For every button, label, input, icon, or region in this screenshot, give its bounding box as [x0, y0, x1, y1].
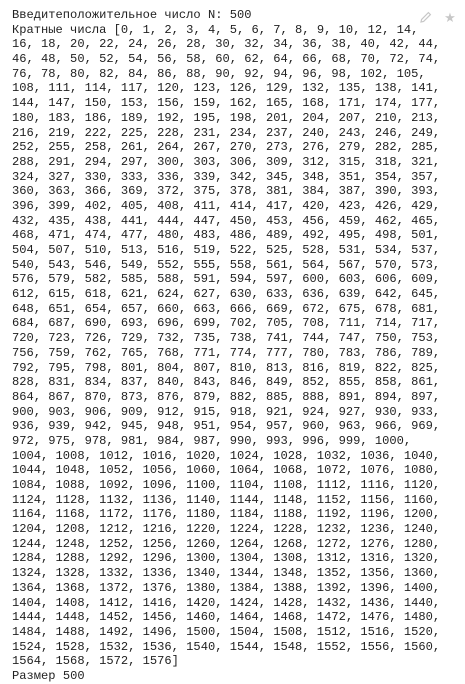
multiples-list: [0, 1, 2, 3, 4, 5, 6, 7, 8, 9, 10, 12, 1…	[12, 22, 448, 669]
pencil-icon[interactable]	[419, 10, 433, 24]
panel-toolbar: ★	[419, 10, 457, 24]
multiples-label: Кратные числа	[12, 22, 114, 37]
console-output-panel: ★ Введитеположительное число N: 500 Крат…	[12, 8, 457, 683]
size-value: 500	[62, 668, 85, 683]
star-icon[interactable]: ★	[444, 9, 456, 25]
program-output: Введитеположительное число N: 500 Кратны…	[12, 8, 443, 684]
prompt-label: Введитеположительное число N:	[12, 8, 230, 22]
prompt-value: 500	[229, 8, 252, 22]
size-label: Размер	[12, 668, 63, 683]
